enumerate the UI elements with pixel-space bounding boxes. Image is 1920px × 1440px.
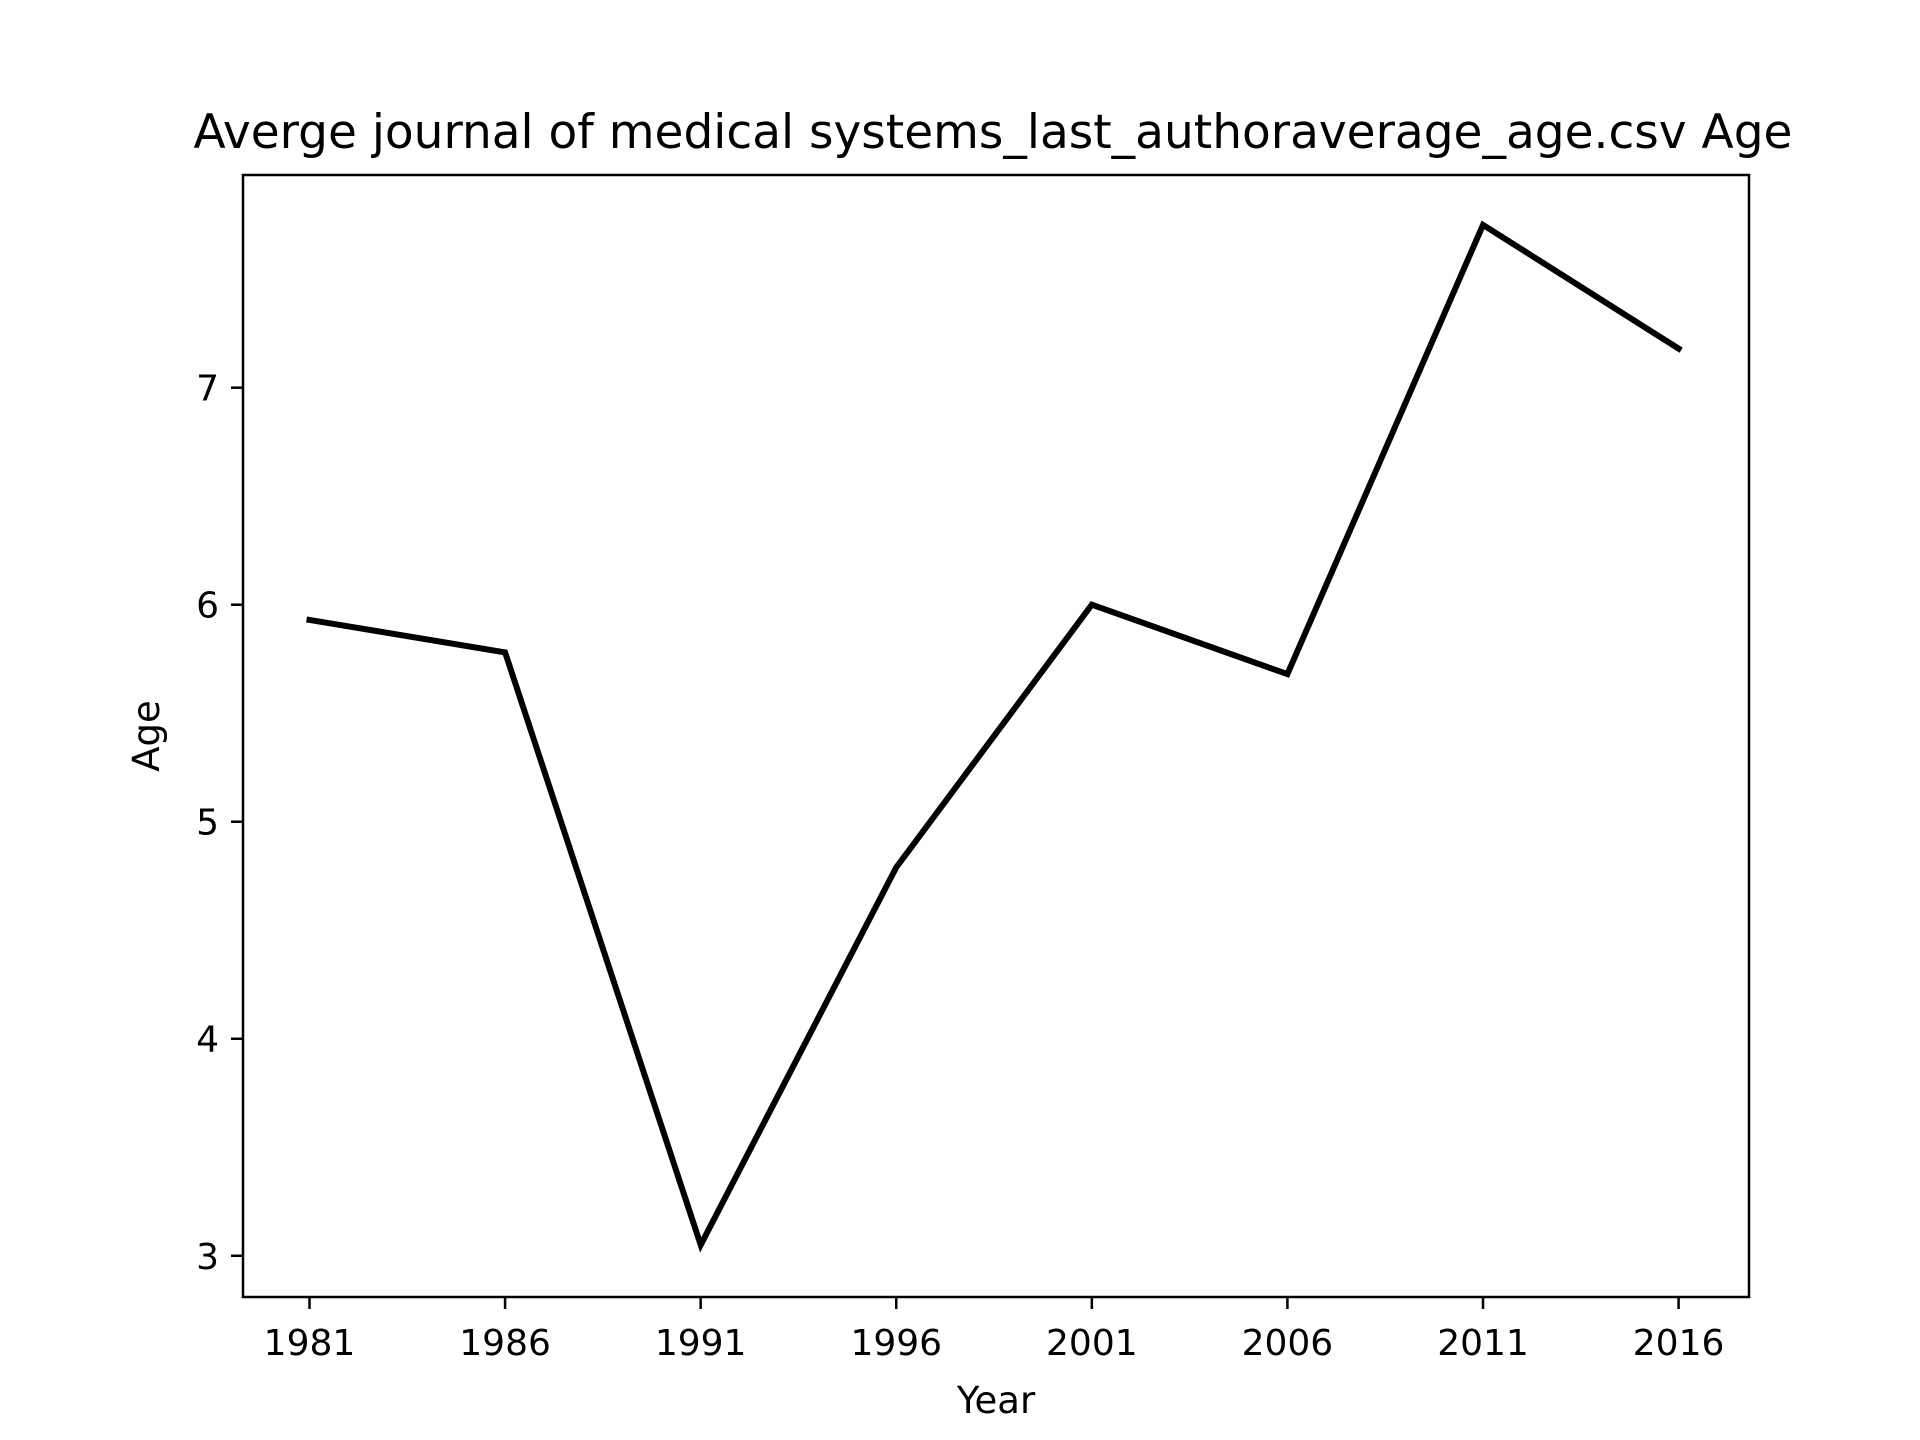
y-tick-label: 5 [196, 803, 219, 844]
x-tick-label: 2001 [1046, 1323, 1138, 1364]
x-tick-label: 1996 [850, 1323, 942, 1364]
x-tick-label: 2011 [1437, 1323, 1529, 1364]
x-tick-label: 1981 [264, 1323, 356, 1364]
x-tick-label: 2006 [1242, 1323, 1334, 1364]
y-axis-label: Age [125, 700, 168, 772]
series-line [306, 220, 1683, 1253]
y-tick-label: 3 [196, 1237, 219, 1278]
x-tick-label: 1991 [655, 1323, 747, 1364]
x-tick-label: 2016 [1633, 1323, 1725, 1364]
y-tick-label: 6 [196, 586, 219, 627]
x-axis-ticks: 1981 1986 1991 1996 2001 2006 2011 2016 [264, 1297, 1725, 1364]
x-axis-label: Year [956, 1379, 1036, 1422]
y-axis-ticks: 3 4 5 6 7 [196, 369, 243, 1278]
y-tick-label: 4 [196, 1020, 219, 1061]
y-tick-label: 7 [196, 369, 219, 410]
chart-title: Averge journal of medical systems_last_a… [194, 105, 1793, 160]
plot-frame [241, 173, 1751, 1299]
x-tick-label: 1986 [459, 1323, 551, 1364]
